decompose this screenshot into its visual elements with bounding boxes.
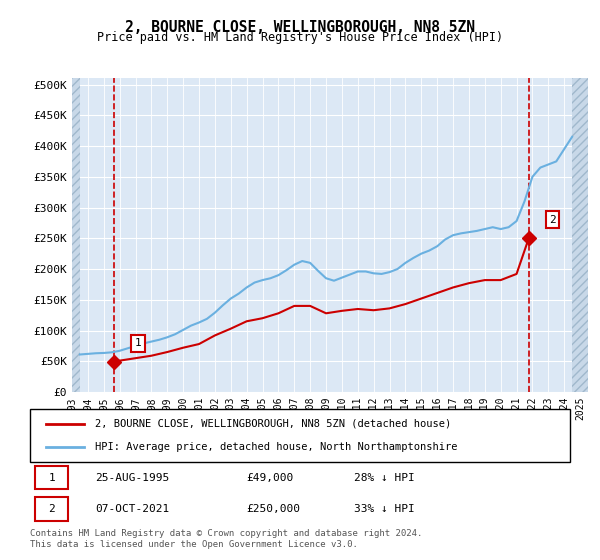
Bar — [72, 78, 80, 392]
Text: 28% ↓ HPI: 28% ↓ HPI — [354, 473, 415, 483]
Text: £250,000: £250,000 — [246, 504, 300, 514]
Text: 07-OCT-2021: 07-OCT-2021 — [95, 504, 169, 514]
Text: Price paid vs. HM Land Registry's House Price Index (HPI): Price paid vs. HM Land Registry's House … — [97, 31, 503, 44]
Text: £49,000: £49,000 — [246, 473, 293, 483]
FancyBboxPatch shape — [35, 466, 68, 489]
Text: 1: 1 — [48, 473, 55, 483]
Text: Contains HM Land Registry data © Crown copyright and database right 2024.
This d: Contains HM Land Registry data © Crown c… — [30, 529, 422, 549]
Text: 2, BOURNE CLOSE, WELLINGBOROUGH, NN8 5ZN (detached house): 2, BOURNE CLOSE, WELLINGBOROUGH, NN8 5ZN… — [95, 419, 451, 429]
Text: 1: 1 — [134, 338, 141, 348]
FancyBboxPatch shape — [35, 497, 68, 521]
Text: 2: 2 — [549, 215, 556, 225]
Text: 2, BOURNE CLOSE, WELLINGBOROUGH, NN8 5ZN: 2, BOURNE CLOSE, WELLINGBOROUGH, NN8 5ZN — [125, 20, 475, 35]
Text: 25-AUG-1995: 25-AUG-1995 — [95, 473, 169, 483]
Text: 33% ↓ HPI: 33% ↓ HPI — [354, 504, 415, 514]
Text: 2: 2 — [48, 504, 55, 514]
Bar — [572, 78, 588, 392]
FancyBboxPatch shape — [30, 409, 570, 462]
Text: HPI: Average price, detached house, North Northamptonshire: HPI: Average price, detached house, Nort… — [95, 442, 457, 452]
